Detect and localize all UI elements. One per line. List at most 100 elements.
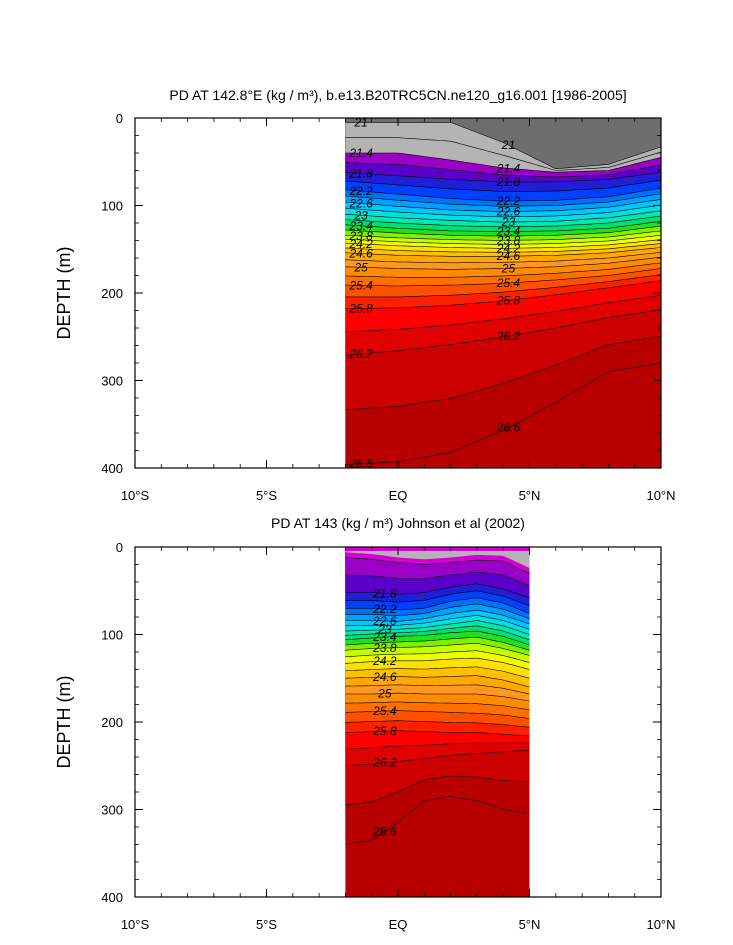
contour-label: 24.2 [372,654,397,668]
contour-label: 26.2 [496,329,521,343]
contour-line-24-4 [345,243,662,253]
contour-line-22-6 [345,609,530,625]
contour-line-23-6 [345,636,530,651]
contour-line-26-4 [345,775,530,806]
contour-line-24-8 [345,684,530,695]
contour-label: 22.6 [372,614,397,628]
contour-label: 23.4 [372,630,397,644]
contour-line-23-4 [345,221,662,233]
panel-bottom-axes: 10°S 5°S EQ 5°N 10°N 0 100 200 300 400 [101,540,675,932]
contour-label: 25.8 [496,293,521,307]
contour-line-24 [345,650,530,663]
x-tick-label: 10°N [646,488,675,503]
contour-line-21-6 [345,571,530,586]
x-tick-label: EQ [389,917,408,932]
panel-top-contours [345,122,662,465]
lowest-density-fill [345,118,661,169]
contour-label: 26.6 [372,824,397,838]
contour-line-23-6 [345,225,662,237]
x-tick-label: EQ [389,488,408,503]
contour-label: 25.4 [372,704,397,718]
contour-line-23-8 [345,230,662,241]
contour-line-24-2 [345,657,530,670]
panel-bottom-ylabel: DEPTH (m) [54,676,74,769]
contour-label: 24.2 [349,237,374,251]
contour-line-22-2 [345,597,530,614]
y-tick-label: 100 [101,199,123,214]
contour-label: 25 [377,687,392,701]
x-tick-label: 5°N [519,488,541,503]
panel-bottom: PD AT 143 (kg / m³) Johnson et al (2002)… [54,515,676,932]
contour-label: 25.8 [372,724,397,738]
y-tick-label: 200 [101,715,123,730]
contour-label: 22.6 [496,205,521,219]
contour-line-25-8 [345,730,530,737]
contour-line-24-6 [345,675,530,688]
contour-label: 23 [501,215,516,229]
contour-label: 24.6 [372,670,397,684]
contour-line-24-4 [345,666,530,679]
contour-label: 21.8 [349,166,374,180]
contour-label: 24.6 [496,249,521,263]
contour-line-23 [345,620,530,635]
contour-label: 25 [501,261,516,275]
panel-bottom-title: PD AT 143 (kg / m³) Johnson et al (2002) [271,515,525,531]
x-tick-label: 10°S [121,917,150,932]
contour-label: 22.2 [372,602,397,616]
contour-line-21-8 [345,172,662,183]
contour-line-25-4 [345,710,530,719]
contour-line-22-6 [345,199,662,212]
contour-label: 21.4 [496,161,521,175]
y-tick-label: 100 [101,628,123,643]
panel-bottom-contours [345,557,530,845]
panel-bottom-fills [345,547,530,897]
contour-label: 23 [377,623,392,637]
contour-label: 22.6 [349,196,374,210]
contour-line-23 [345,210,662,223]
contour-label: 23 [354,208,369,222]
contour-label: 25.4 [496,276,521,290]
contour-line-26-2 [345,749,530,767]
contour-line-22-4 [345,193,662,207]
contour-line-26-6 [345,796,530,845]
panel-top-axes: 10°S 5°S EQ 5°N 10°N 0 100 200 300 400 [101,111,675,503]
contour-line-22 [345,179,662,192]
contour-label: 23.4 [349,219,374,233]
contour-line-25-2 [345,262,662,278]
contour-line-24-6 [345,247,662,257]
x-tick-label: 5°N [519,917,541,932]
contour-line-23-2 [345,215,662,228]
contour-line-21-6 [345,162,662,178]
contour-line-25-4 [345,268,662,287]
contour-label: 21.8 [496,175,521,189]
contour-line-26 [345,742,530,750]
y-tick-label: 0 [116,540,123,555]
light-density-fill [345,551,530,568]
contour-line-23-4 [345,630,530,646]
contour-label: 21 [354,115,368,129]
contour-line-25-2 [345,701,530,711]
y-tick-label: 300 [101,803,123,818]
contour-line-24-2 [345,239,662,249]
contour-label: 22.2 [349,184,374,198]
contour-line-22-8 [345,204,662,218]
contour-label: 21 [501,138,515,152]
panel-top-ylabel: DEPTH (m) [54,247,74,340]
x-tick-label: 10°S [121,488,150,503]
panel-top: PD AT 142.8°E (kg / m³), b.e13.B20TRC5CN… [54,87,676,503]
contour-label: 23.8 [496,233,521,247]
contour-label: 21.8 [372,586,397,600]
contour-line-21-2 [345,137,662,171]
x-tick-label: 5°S [256,488,277,503]
contour-label: 26.2 [349,347,374,361]
contour-line-23-8 [345,642,530,656]
y-tick-label: 0 [116,111,123,126]
panel-top-title: PD AT 142.8°E (kg / m³), b.e13.B20TRC5CN… [169,87,626,103]
contour-line-25 [345,256,662,270]
contour-label: 23.8 [372,641,397,655]
contour-line-25 [345,692,530,702]
contour-line-22-2 [345,187,662,202]
